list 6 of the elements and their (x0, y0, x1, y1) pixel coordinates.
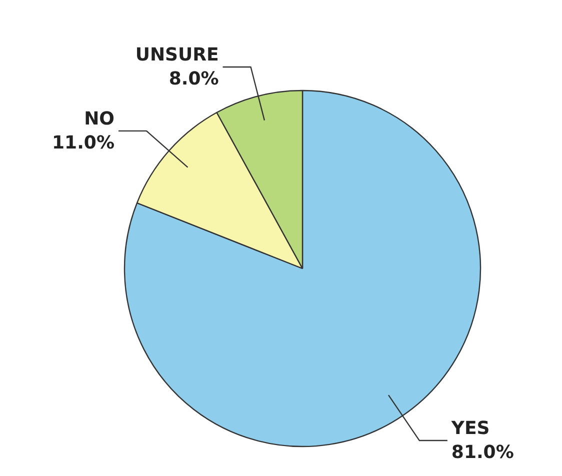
data-label: 8.0% (168, 68, 219, 90)
slice-label: YES (450, 418, 490, 440)
slice-label: UNSURE (135, 44, 219, 66)
slice-label: NO (84, 108, 114, 130)
data-label: 81.0% (451, 442, 514, 464)
data-label: 11.0% (52, 132, 114, 154)
